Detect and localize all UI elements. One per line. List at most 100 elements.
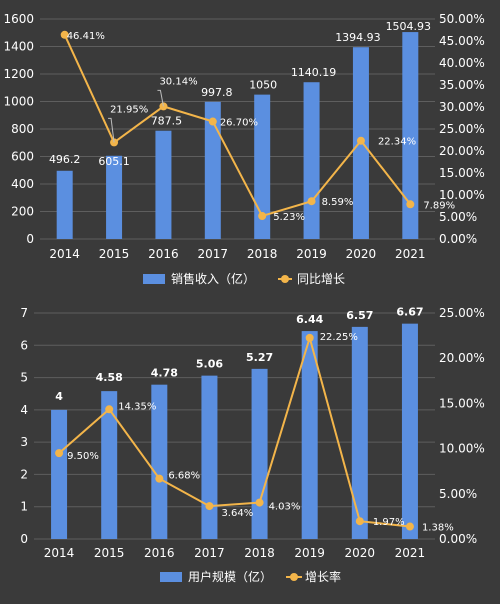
chart1-x-tick: 2016: [148, 247, 179, 261]
chart2-line-point: [405, 522, 414, 531]
chart2-bar-label: 4: [55, 390, 63, 403]
chart1-line-point: [356, 136, 365, 145]
chart2-pct-label: 3.64%: [221, 508, 253, 519]
chart2-pct-label: 22.25%: [320, 332, 358, 343]
chart2-line-series: [58, 334, 411, 528]
chart1-bar-label: 605.1: [98, 155, 130, 168]
chart2-line-point: [105, 405, 114, 414]
chart1-legend-bar-label: 销售收入（亿）: [171, 271, 255, 286]
chart1-pct-label: 22.34%: [378, 137, 416, 148]
chart2-bar-label: 4.58: [96, 371, 123, 384]
chart2-pct-label: 1.38%: [422, 523, 454, 534]
chart2-y-right-tick: 5.00%: [439, 487, 477, 501]
chart1-bar-label: 1394.93: [335, 31, 381, 44]
chart1-bar: [303, 82, 320, 239]
chart1-y-right-tick: 10.00%: [439, 188, 485, 202]
chart1-bar-label: 1140.19: [291, 66, 337, 79]
chart1-legend-bar-swatch: [143, 274, 165, 284]
chart2-bar: [351, 326, 368, 539]
chart2-y-left-tick: 3: [20, 435, 28, 449]
chart2-legend-bar-swatch: [160, 572, 182, 582]
chart2-line-point: [305, 333, 314, 342]
chart1-y-right-tick: 5.00%: [439, 210, 477, 224]
chart1-y-right-tick: 20.00%: [439, 144, 485, 158]
chart1-x-tick: 2021: [395, 247, 426, 261]
chart1-pct-label: 8.59%: [322, 197, 354, 208]
chart1-line-point: [406, 200, 415, 209]
chart2-y-right-tick: 10.00%: [439, 442, 485, 456]
chart1-label-leader: [157, 89, 164, 107]
chart2-x-tick: 2021: [395, 546, 426, 560]
chart1-legend-line-marker: [281, 275, 289, 283]
chart1-bar-label: 496.2: [49, 153, 81, 166]
chart2-x-tick: 2017: [194, 546, 225, 560]
chart1-pct-label: 7.89%: [423, 200, 455, 211]
chart2-y-left-tick: 7: [20, 306, 28, 320]
chart2-pct-label: 1.97%: [373, 517, 405, 528]
chart2-line-point: [205, 502, 214, 511]
chart2-x-tick: 2016: [144, 546, 175, 560]
chart1-pct-label: 26.70%: [220, 118, 258, 129]
chart1-y-left-tick: 1400: [3, 40, 34, 54]
chart1-y-left-tick: 1200: [3, 67, 34, 81]
chart2-y-left-tick: 0: [20, 532, 28, 546]
chart1-x-tick: 2015: [99, 247, 130, 261]
chart2-legend-line-marker: [290, 573, 298, 581]
chart2-y-left-tick: 4: [20, 403, 28, 417]
chart1-pct-label: 46.41%: [67, 31, 105, 42]
chart1-bar: [402, 32, 419, 239]
chart2-x-tick: 2015: [94, 546, 125, 560]
chart2-bar: [151, 384, 168, 539]
chart2-x-tick: 2014: [44, 546, 75, 560]
chart1-pct-label: 21.95%: [110, 104, 148, 115]
chart2-legend-line-label: 增长率: [305, 569, 341, 584]
chart2-x-tick: 2020: [345, 546, 376, 560]
chart2-bar: [301, 331, 318, 539]
chart2-y-right-tick: 25.00%: [439, 306, 485, 320]
chart1-line-point: [208, 117, 217, 126]
chart1-y-right-tick: 25.00%: [439, 122, 485, 136]
chart2-y-right-tick: 15.00%: [439, 396, 485, 410]
chart1-y-right-tick: 15.00%: [439, 166, 485, 180]
chart1-bar: [155, 130, 172, 239]
chart2-pct-label: 6.68%: [168, 471, 200, 482]
chart1-y-right-tick: 35.00%: [439, 78, 485, 92]
chart1-label-leader: [108, 117, 115, 143]
chart1-line-point: [258, 211, 267, 220]
chart1-bar-label: 1504.93: [386, 20, 432, 33]
chart1-y-left-tick: 200: [11, 205, 34, 219]
chart1-line-point: [307, 197, 316, 206]
chart1-y-left-tick: 600: [11, 150, 34, 164]
chart1-y-right-tick: 40.00%: [439, 56, 485, 70]
chart1-bar-label: 997.8: [201, 86, 233, 99]
chart1-y-left-tick: 1600: [3, 12, 34, 26]
chart2-pct-label: 4.03%: [269, 502, 301, 513]
chart2-x-tick: 2018: [244, 546, 275, 560]
chart2-bar-label: 4.78: [151, 367, 178, 380]
chart1-pct-label: 5.23%: [273, 212, 305, 223]
chart1-x-tick: 2020: [346, 247, 377, 261]
chart2-y-left-tick: 5: [20, 371, 28, 385]
chart2-line-point: [355, 517, 364, 526]
chart2-bar-label: 6.44: [296, 313, 323, 326]
chart2-bar: [101, 391, 118, 539]
chart2-bar: [401, 323, 418, 539]
chart1-x-tick: 2019: [296, 247, 327, 261]
chart2-pct-label: 14.35%: [118, 401, 156, 412]
chart1-y-left-tick: 400: [11, 177, 34, 191]
chart2-bar: [201, 375, 218, 539]
chart2-line-point: [55, 449, 64, 458]
chart2-line-point: [255, 498, 264, 507]
chart1-y-left-tick: 0: [26, 232, 34, 246]
chart1-y-right-tick: 30.00%: [439, 100, 485, 114]
chart1-bar: [204, 101, 221, 240]
chart2-y-left-tick: 2: [20, 467, 28, 481]
chart2-pct-label: 9.50%: [67, 451, 99, 462]
chart2-bar: [251, 368, 268, 539]
chart1-bar-label: 787.5: [151, 115, 183, 128]
chart2-y-left-tick: 6: [20, 338, 28, 352]
chart1-x-tick: 2018: [247, 247, 278, 261]
chart2-bar-label: 6.57: [346, 309, 373, 322]
